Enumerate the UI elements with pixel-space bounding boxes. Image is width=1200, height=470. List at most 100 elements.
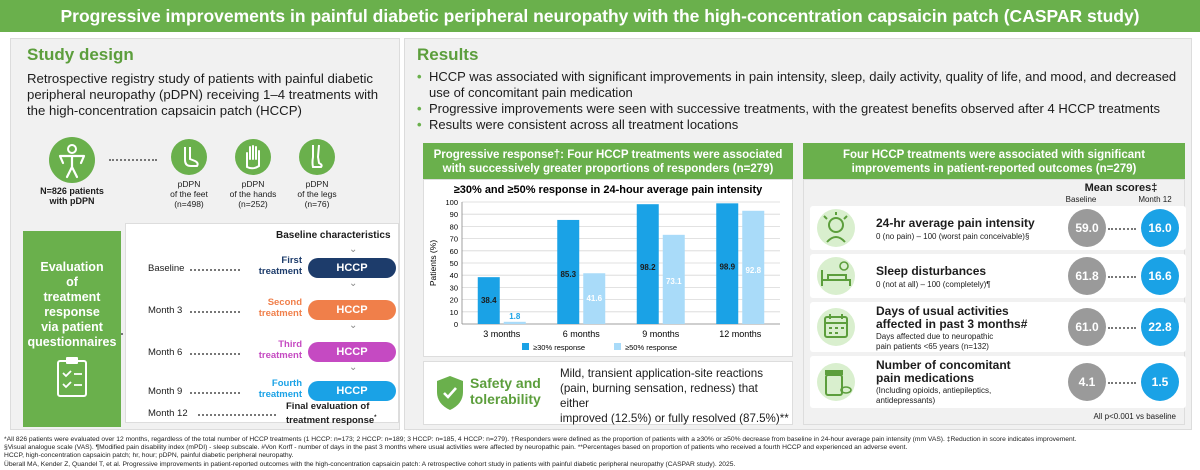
data-label: 41.6 <box>586 294 602 303</box>
data-label: 85.3 <box>560 270 576 279</box>
legend-swatch <box>614 343 621 350</box>
baseline-score: 61.8 <box>1068 257 1106 295</box>
baseline-score: 59.0 <box>1068 209 1106 247</box>
y-axis-label: Patients (%) <box>428 240 438 286</box>
y-tick-label: 90 <box>450 210 458 219</box>
timeline-time: Month 6 <box>148 347 183 358</box>
arrow-connector <box>1108 276 1136 278</box>
arrow-connector <box>1108 228 1136 230</box>
outcome-subtitle: Days affected due to neuropathic pain pat… <box>876 332 994 351</box>
data-label: 1.8 <box>509 312 521 321</box>
down-arrow-icon: ⌄ <box>349 278 358 289</box>
baseline-column-label: Baseline <box>1065 195 1097 204</box>
outcome-title: Days of usual activities affected in past… <box>876 304 1028 331</box>
outcome-title: 24-hr average pain intensity <box>876 216 1035 230</box>
down-arrow-icon: ⌄ <box>349 362 358 373</box>
page-title: Progressive improvements in painful diab… <box>0 0 1200 32</box>
month12-score: 1.5 <box>1141 363 1179 401</box>
y-tick-label: 50 <box>450 259 458 268</box>
person-icon <box>49 137 95 183</box>
legend-swatch <box>522 343 529 350</box>
treatment-timeline: Baseline characteristics ⌄ Baseline Firs… <box>125 223 399 426</box>
x-tick-label: 3 months <box>483 329 521 339</box>
arrow-connector <box>109 159 157 161</box>
legend-label: ≥50% response <box>625 343 677 352</box>
hccp-pill: HCCP <box>308 381 396 401</box>
outcome-row: Sleep disturbances 0 (not at all) – 100 … <box>810 254 1186 298</box>
outcome-subtitle: (Including opioids, antiepileptics, antid… <box>876 386 992 405</box>
bar <box>503 321 526 324</box>
arrow-connector <box>190 311 240 313</box>
data-label: 98.9 <box>719 263 735 272</box>
data-label: 98.2 <box>640 263 656 272</box>
calendar-icon <box>816 307 856 347</box>
hccp-pill: HCCP <box>308 300 396 320</box>
x-tick-label: 12 months <box>719 329 762 339</box>
outcome-subtitle: 0 (not at all) – 100 (completely)¶ <box>876 280 991 289</box>
shield-check-icon <box>434 374 466 412</box>
timeline-treatment: Second treatment <box>258 297 302 319</box>
group-legs-label: pDPN of the legs (n=76) <box>297 179 337 209</box>
y-tick-label: 100 <box>445 198 458 207</box>
chart-title: ≥30% and ≥50% response in 24-hour averag… <box>454 184 763 196</box>
y-tick-label: 70 <box>450 235 458 244</box>
safety-text: Mild, transient application-site reactio… <box>560 367 789 425</box>
study-design-heading: Study design <box>27 45 134 64</box>
clipboard-icon <box>55 356 89 398</box>
hccp-pill: HCCP <box>308 258 396 278</box>
outcome-title: Sleep disturbances <box>876 264 987 278</box>
bar <box>583 273 606 324</box>
y-tick-label: 60 <box>450 247 458 256</box>
outcome-row: Number of concomitant pain medications (I… <box>810 356 1186 408</box>
footnote: *All 826 patients were evaluated over 12… <box>4 436 1077 443</box>
timeline-time: Baseline <box>148 263 185 274</box>
leg-icon <box>299 139 335 175</box>
data-label: 38.4 <box>481 296 497 305</box>
response-header: Progressive response†: Four HCCP treatme… <box>423 143 793 179</box>
outcome-row: Days of usual activities affected in past… <box>810 302 1186 352</box>
safety-heading: Safety and tolerability <box>470 375 541 407</box>
results-bullets: HCCP was associated with significant imp… <box>417 69 1187 133</box>
arrow-connector <box>190 392 240 394</box>
arrow-connector <box>190 269 240 271</box>
group-hands-label: pDPN of the hands (n=252) <box>229 179 277 209</box>
outcomes-header: Four HCCP treatments were associated wit… <box>803 143 1185 179</box>
baseline-characteristics-label: Baseline characteristics <box>276 230 391 241</box>
results-panel: Results HCCP was associated with signifi… <box>404 38 1192 430</box>
bar <box>477 277 500 324</box>
timeline-treatment: Fourth treatment <box>258 378 302 400</box>
pvalue-note: All p<0.001 vs baseline <box>1093 412 1177 421</box>
y-tick-label: 10 <box>450 308 458 317</box>
y-tick-label: 80 <box>450 222 458 231</box>
outcome-row: 24-hr average pain intensity 0 (no pain)… <box>810 206 1186 250</box>
list-item: Progressive improvements were seen with … <box>417 101 1187 117</box>
mean-scores-label: Mean scores‡ <box>1084 182 1158 194</box>
baseline-score: 4.1 <box>1068 363 1106 401</box>
bed-icon <box>816 256 856 296</box>
y-tick-label: 20 <box>450 296 458 305</box>
group-feet-label: pDPN of the feet (n=498) <box>170 179 208 209</box>
data-label: 73.1 <box>666 277 682 286</box>
month12-score: 22.8 <box>1141 308 1179 346</box>
study-design-text: Retrospective registry study of patients… <box>27 71 379 118</box>
study-design-panel: Study design Retrospective registry stud… <box>10 38 400 430</box>
legend-label: ≥30% response <box>533 343 585 352</box>
arrow-connector <box>1108 327 1136 329</box>
y-tick-label: 40 <box>450 271 458 280</box>
response-chart: ≥30% and ≥50% response in 24-hour averag… <box>428 184 780 352</box>
outcome-subtitle: 0 (no pain) – 100 (worst pain conceivabl… <box>876 232 1030 241</box>
response-chart-box: ≥30% and ≥50% response in 24-hour averag… <box>423 179 793 357</box>
bar <box>662 234 685 324</box>
x-tick-label: 9 months <box>642 329 680 339</box>
arrow-connector <box>198 414 276 416</box>
final-evaluation: Final evaluation of treatment response* <box>286 401 377 426</box>
arrow-connector <box>190 353 240 355</box>
hand-icon <box>235 139 271 175</box>
evaluation-box: Evaluation of treatment response via pat… <box>23 231 121 427</box>
list-item: HCCP was associated with significant imp… <box>417 69 1187 101</box>
data-label: 92.8 <box>745 266 761 275</box>
timeline-time: Month 3 <box>148 305 183 316</box>
footnote: HCCP, high-concentration capsaicin patch… <box>4 452 294 460</box>
footnote: Überall MA, Kender Z, Quandel T, et al. … <box>4 460 736 468</box>
month12-score: 16.6 <box>1141 257 1179 295</box>
